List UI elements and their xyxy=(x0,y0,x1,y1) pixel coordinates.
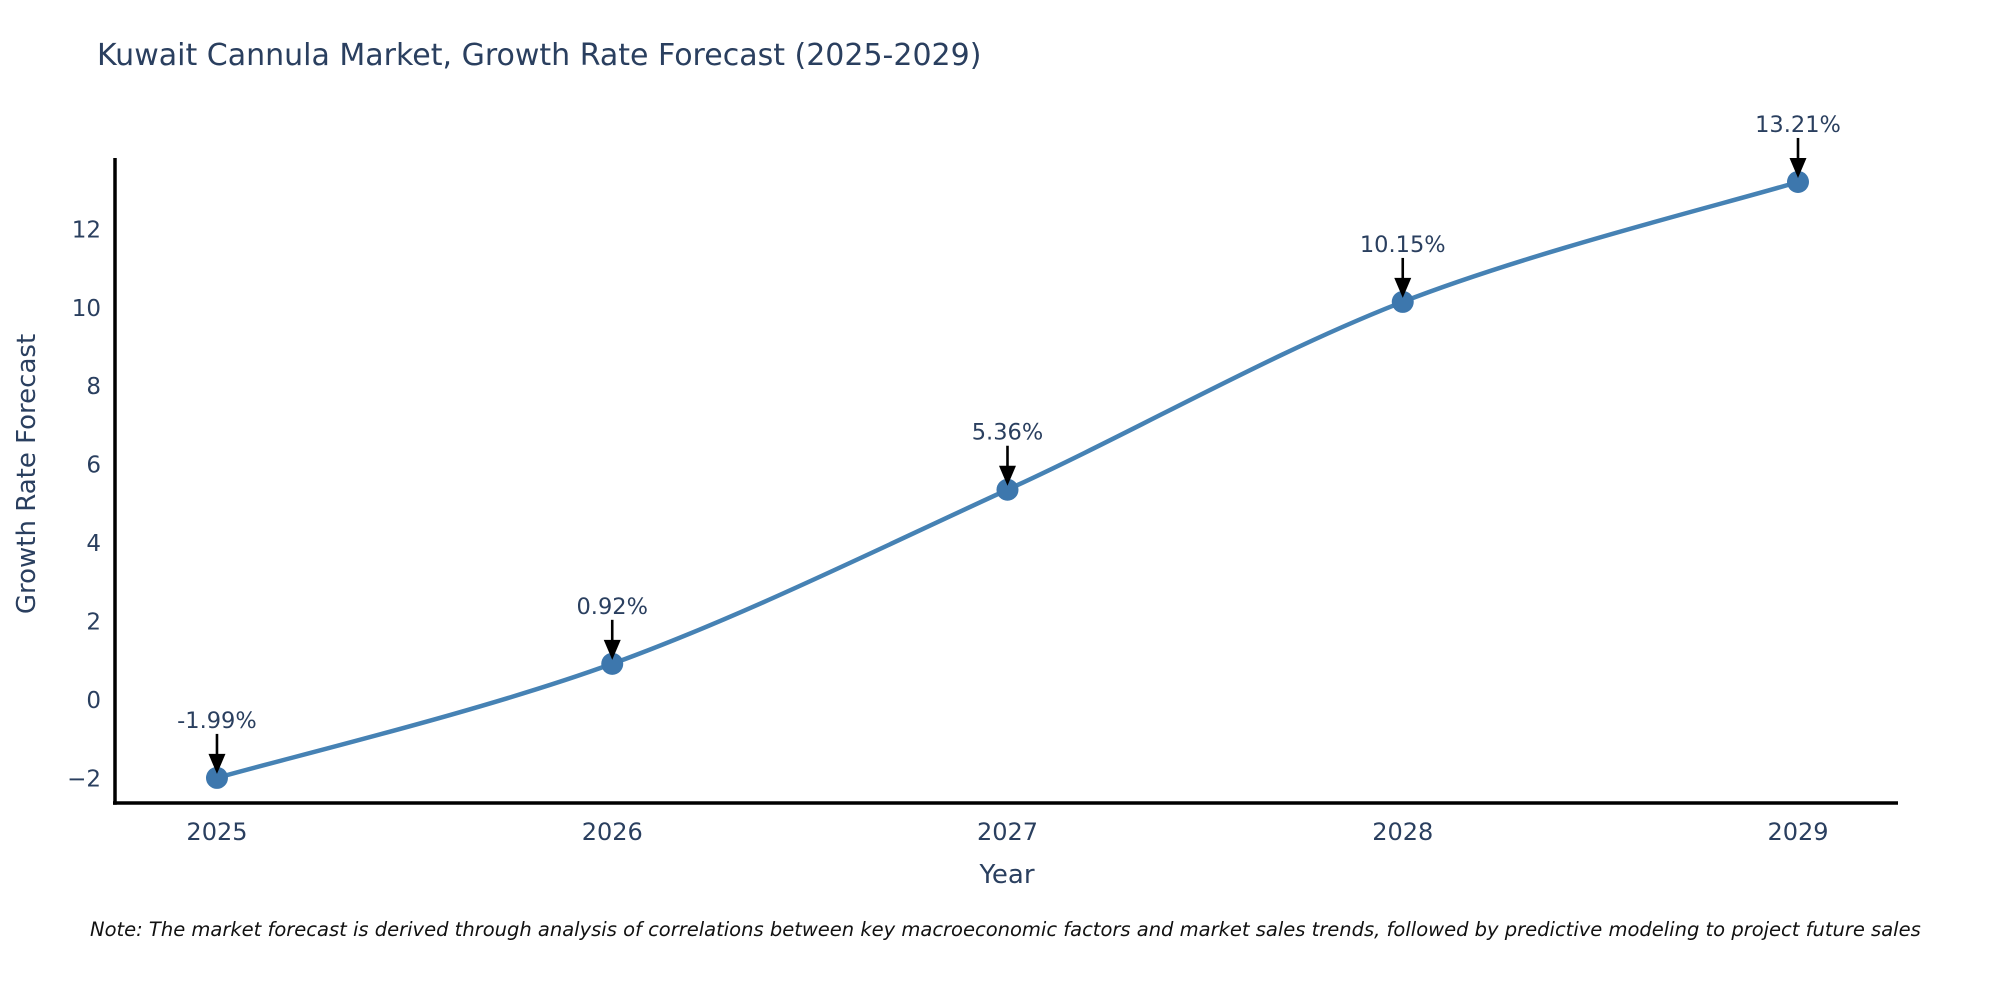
annotation-arrowhead-2029 xyxy=(1789,157,1807,178)
annotation-label-2025: -1.99% xyxy=(177,708,257,734)
y-tick-label: 6 xyxy=(86,453,101,479)
data-point-2025 xyxy=(205,766,228,789)
y-tick-label: −2 xyxy=(67,766,101,792)
annotation-arrowhead-2026 xyxy=(603,639,621,660)
y-tick-label: 0 xyxy=(86,688,101,714)
y-tick-label: 2 xyxy=(86,609,101,635)
data-point-2028 xyxy=(1391,290,1414,313)
annotation-label-2027: 5.36% xyxy=(972,420,1043,446)
footnote: Note: The market forecast is derived thr… xyxy=(90,918,1921,941)
x-tick-label: 2025 xyxy=(186,818,247,846)
data-point-2026 xyxy=(601,652,624,675)
data-point-2027 xyxy=(996,478,1019,501)
x-tick-label: 2029 xyxy=(1767,818,1828,846)
x-tick-label: 2028 xyxy=(1372,818,1433,846)
y-tick-label: 10 xyxy=(72,296,101,322)
x-axis-title: Year xyxy=(979,860,1035,890)
annotation-arrowhead-2028 xyxy=(1394,277,1412,298)
chart-title: Kuwait Cannula Market, Growth Rate Forec… xyxy=(97,38,982,73)
annotation-label-2026: 0.92% xyxy=(576,594,647,620)
y-tick-label: 12 xyxy=(72,217,101,243)
annotation-arrowhead-2025 xyxy=(208,753,226,774)
data-point-2029 xyxy=(1787,170,1810,193)
annotation-label-2028: 10.15% xyxy=(1360,232,1446,258)
annotation-arrowhead-2027 xyxy=(998,465,1016,486)
y-tick-label: 8 xyxy=(86,374,101,400)
x-tick-label: 2026 xyxy=(582,818,643,846)
x-tick-label: 2027 xyxy=(977,818,1038,846)
annotation-label-2029: 13.21% xyxy=(1755,112,1841,138)
y-tick-label: 4 xyxy=(86,531,101,557)
